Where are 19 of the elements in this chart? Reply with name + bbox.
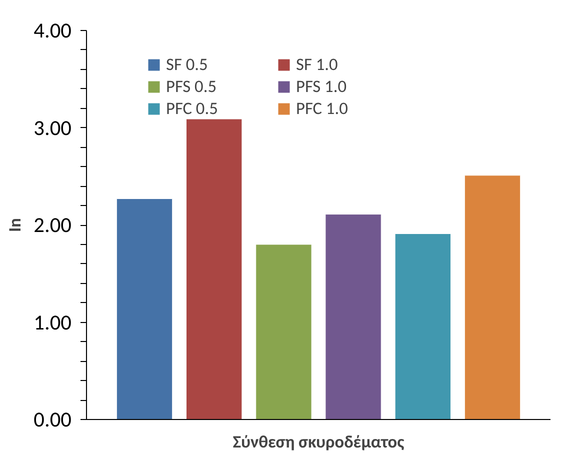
y-tick-label: 0.00 <box>34 406 72 432</box>
y-axis-title: In <box>4 218 26 232</box>
legend-label: PFS 0.5 <box>166 75 218 97</box>
bar <box>256 244 312 420</box>
bar <box>186 118 242 420</box>
legend-label: PFC 1.0 <box>296 97 349 119</box>
y-tick-label: 2.00 <box>34 212 72 238</box>
legend-label: PFS 1.0 <box>296 75 348 97</box>
bar <box>464 175 521 420</box>
bar <box>116 198 173 420</box>
x-axis-title: Σύνθεση σκυροδέματος <box>232 430 406 452</box>
y-tick-label: 4.00 <box>34 18 72 44</box>
legend-label: SF 0.5 <box>166 53 209 75</box>
y-tick-label: 1.00 <box>34 309 72 336</box>
legend-label: SF 1.0 <box>296 53 339 75</box>
y-tick-label: 3.00 <box>34 114 72 141</box>
bar <box>394 234 451 420</box>
legend-label: PFC 0.5 <box>166 97 219 119</box>
bar <box>325 214 382 420</box>
